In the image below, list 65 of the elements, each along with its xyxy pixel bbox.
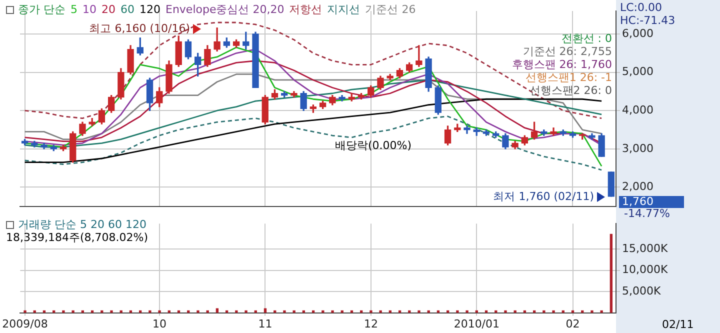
text: 60 xyxy=(120,3,134,16)
bar xyxy=(216,308,219,313)
chart-title: 거래량 단순 5 20 60 120 xyxy=(18,218,146,231)
x-tick-label: 10 xyxy=(152,317,167,330)
annotation: 기준선 26: 2,755 xyxy=(522,45,612,58)
x-tick-label: 11 xyxy=(258,317,272,330)
bar xyxy=(110,310,113,313)
annotation: 최저 1,760 (02/11) xyxy=(493,190,594,203)
bar xyxy=(62,310,65,313)
bar xyxy=(379,310,382,313)
bar xyxy=(504,310,507,313)
chart-title: 종가 단순 xyxy=(18,3,66,16)
annotation: 배당락(0.00%) xyxy=(335,139,412,152)
text: 5 xyxy=(70,3,78,16)
bar xyxy=(264,308,267,313)
bar xyxy=(370,310,372,313)
bar xyxy=(72,310,74,313)
text: 기준선 26 xyxy=(365,3,416,16)
bar xyxy=(235,310,238,313)
bar xyxy=(552,310,555,313)
bar xyxy=(542,310,546,313)
bar xyxy=(158,310,161,313)
bar xyxy=(466,310,468,313)
bar xyxy=(148,310,152,313)
annotation: 선행스팬1 26: -1 xyxy=(525,71,612,84)
bar xyxy=(418,310,420,313)
bar xyxy=(244,310,248,313)
text: -14.77% xyxy=(624,207,670,220)
bar xyxy=(610,234,613,313)
text: 10 xyxy=(82,3,96,16)
annotation: 후행스팬 26: 1,760 xyxy=(512,58,612,71)
y-tick-label: 4,000 xyxy=(622,103,654,116)
y-tick-label: 6,000 xyxy=(622,26,654,40)
text: 18,339,184주(8,708.02%) xyxy=(6,231,148,244)
y-tick-label: 3,000 xyxy=(622,142,654,155)
annotation: 선행스팬2 26: 0 xyxy=(529,84,612,97)
line-series xyxy=(24,116,602,171)
y-tick-label: 2,000 xyxy=(622,180,654,194)
text: HC:-71.43 xyxy=(620,14,676,27)
chart-subtitle: Envelope중심선 20,20 xyxy=(166,3,284,16)
x-tick-label: 02 xyxy=(566,317,580,330)
text: LC:0.00 xyxy=(620,1,662,14)
bar xyxy=(292,310,296,313)
candlestick xyxy=(608,172,615,197)
bar xyxy=(24,310,26,313)
bar xyxy=(456,310,459,313)
series-label: 저항선 xyxy=(289,3,322,16)
text: 지지선 xyxy=(327,3,360,16)
annotation: 최고 6,160 (10/16) xyxy=(89,22,190,35)
bar xyxy=(331,310,334,313)
x-tick-label: 2009/08 xyxy=(2,317,48,330)
bar xyxy=(283,310,286,313)
annotation: 전환선 : 0 xyxy=(561,32,612,45)
text: 1,760 xyxy=(619,195,684,208)
text: 02/11 xyxy=(662,318,694,331)
text: 120 xyxy=(140,3,160,16)
y-tick-label: 15,000K xyxy=(622,242,668,255)
y-tick-label: 10,000K xyxy=(622,263,668,276)
y-tick-label: 5,000K xyxy=(622,284,662,298)
bar xyxy=(590,310,594,313)
x-tick-label: 2010/01 xyxy=(454,317,500,330)
text: 20 xyxy=(102,3,116,16)
y-tick-label: 5,000 xyxy=(622,65,654,78)
bar xyxy=(196,310,200,313)
x-tick-label: 12 xyxy=(364,317,378,330)
